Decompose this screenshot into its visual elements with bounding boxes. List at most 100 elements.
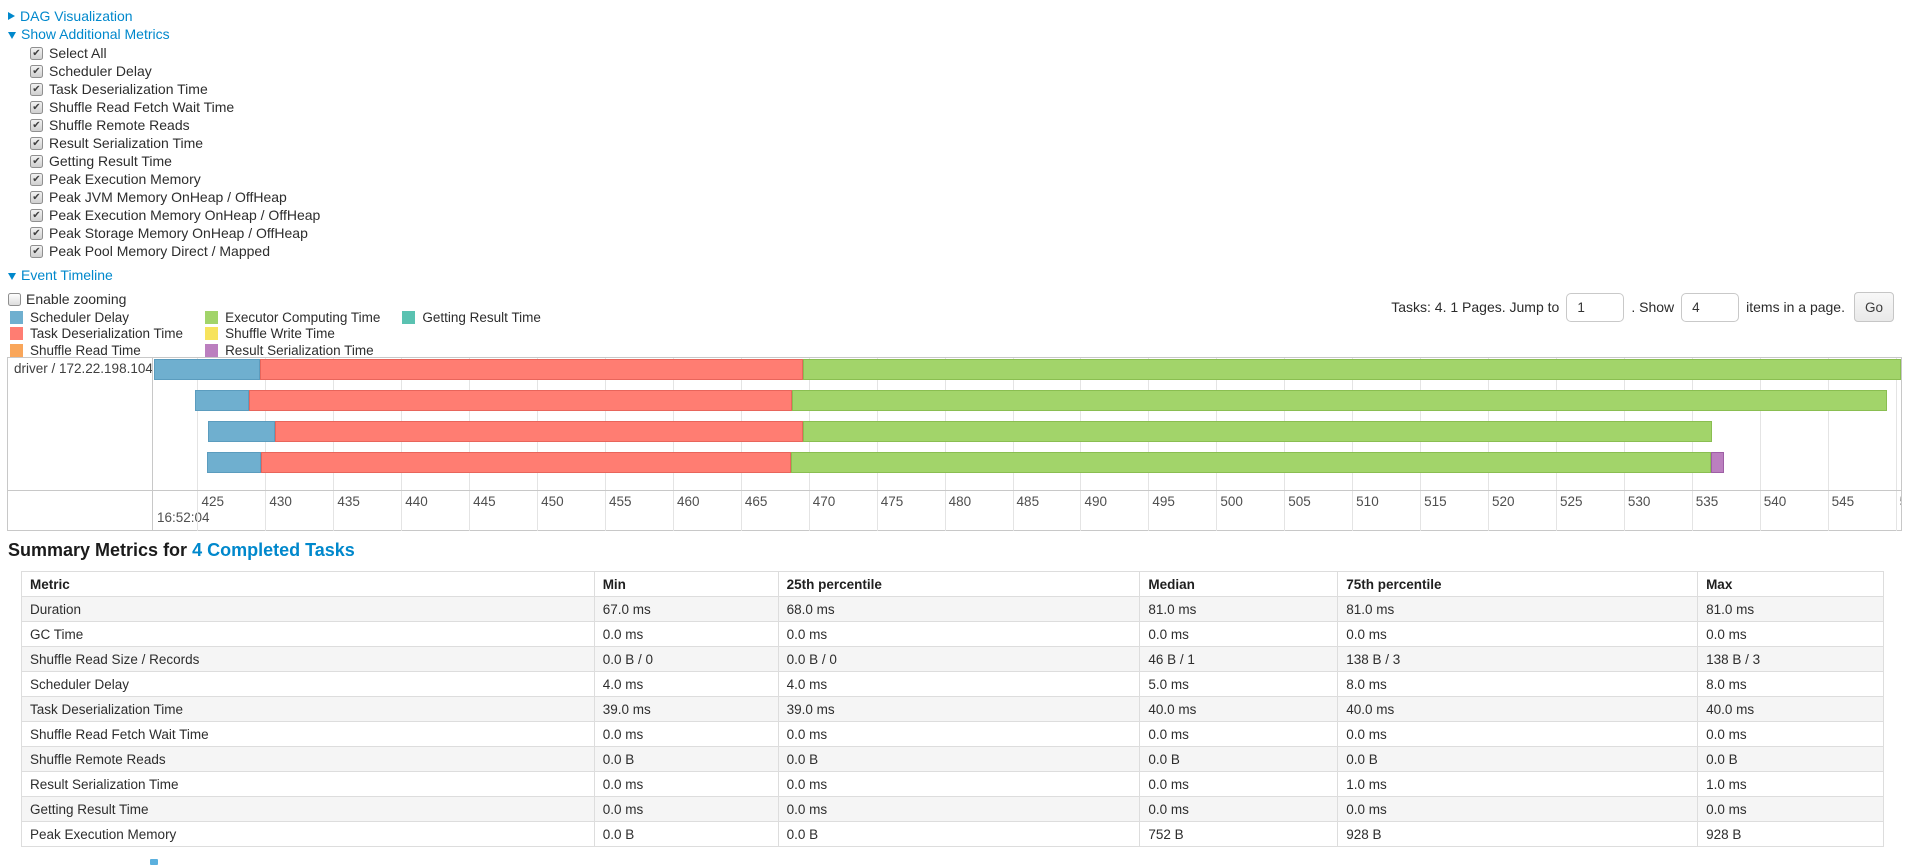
enable-zooming-checkbox[interactable] xyxy=(8,292,21,306)
shuffle-read-swatch-icon xyxy=(10,343,23,357)
metric-checkbox[interactable]: ✔ xyxy=(30,154,43,168)
timeline-axis-left-cell xyxy=(8,491,153,531)
task-bar-task-deserialization-segment[interactable] xyxy=(249,390,793,411)
show-additional-metrics-toggle[interactable]: Show Additional Metrics xyxy=(8,25,320,43)
task-bar-executor-computing-segment[interactable] xyxy=(803,359,1901,380)
table-cell: 0.0 ms xyxy=(1337,621,1699,647)
task-bar-scheduler-delay-segment[interactable] xyxy=(154,359,260,380)
table-cell: 0.0 B xyxy=(777,821,1141,847)
summary-heading-prefix: Summary Metrics for xyxy=(8,540,193,560)
timeline-legend: Scheduler Delay Task Deserialization Time… xyxy=(10,309,541,359)
axis-tick-label: 525 xyxy=(1559,494,1583,509)
axis-tick-label: 440 xyxy=(405,494,428,509)
table-row: Scheduler Delay 4.0 ms 4.0 ms 5.0 ms 8.0 ms 8… xyxy=(21,671,1884,697)
metric-checkbox-row[interactable]: ✔ Result Serialization Time xyxy=(30,134,320,152)
metric-checkbox[interactable]: ✔ xyxy=(30,190,43,204)
summary-metrics-table: Metric Min 25th percentile Median 75th perce… xyxy=(21,571,1884,847)
table-cell: GC Time xyxy=(21,621,595,647)
task-bar-executor-computing-segment[interactable] xyxy=(791,452,1711,473)
legend-item: Task Deserialization Time xyxy=(10,326,183,343)
legend-item: Shuffle Write Time xyxy=(205,326,380,343)
dag-visualization-toggle[interactable]: DAG Visualization xyxy=(8,7,320,25)
scheduler-delay-swatch-icon xyxy=(10,310,23,324)
table-cell: 0.0 B xyxy=(1139,746,1339,772)
task-bar-result-serialization-segment[interactable] xyxy=(1710,452,1725,473)
task-deserialization-swatch-icon xyxy=(10,327,23,341)
table-cell: 0.0 B / 0 xyxy=(777,646,1141,672)
dag-visualization-link[interactable]: DAG Visualization xyxy=(20,8,133,24)
gridline xyxy=(740,491,742,531)
metric-checkbox[interactable]: ✔ xyxy=(30,64,43,78)
metric-checkbox-row[interactable]: ✔ Peak Execution Memory xyxy=(30,170,320,188)
task-bar-scheduler-delay-segment[interactable] xyxy=(194,390,250,411)
axis-tick-label: 510 xyxy=(1356,494,1379,509)
task-bar-scheduler-delay-segment[interactable] xyxy=(208,421,275,442)
metric-checkbox-row[interactable]: ✔ Peak Storage Memory OnHeap / OffHeap xyxy=(30,224,320,242)
pagination-show-text: . Show xyxy=(1631,299,1675,315)
metric-checkbox-row[interactable]: ✔ Task Deserialization Time xyxy=(30,80,320,98)
metric-checkbox[interactable]: ✔ xyxy=(30,244,43,258)
table-cell: 928 B xyxy=(1697,821,1884,847)
legend-item: Scheduler Delay xyxy=(10,309,183,326)
metric-checkbox-row[interactable]: ✔ Scheduler Delay xyxy=(30,62,320,80)
metric-checkbox[interactable]: ✔ xyxy=(30,226,43,240)
gridline xyxy=(1827,491,1829,531)
table-cell: 0.0 ms xyxy=(1697,721,1884,747)
table-header-cell: 25th percentile xyxy=(777,571,1141,597)
event-timeline-toggle[interactable]: Event Timeline xyxy=(8,266,320,284)
task-bar-task-deserialization-segment[interactable] xyxy=(274,421,804,442)
table-cell: Result Serialization Time xyxy=(21,771,595,797)
table-cell: 0.0 ms xyxy=(593,796,779,822)
table-row: Task Deserialization Time 39.0 ms 39.0 ms 4… xyxy=(21,696,1884,722)
task-bar-executor-computing-segment[interactable] xyxy=(792,390,1888,411)
gridline xyxy=(1691,491,1693,531)
show-additional-metrics-link[interactable]: Show Additional Metrics xyxy=(21,26,170,42)
task-bar-task-deserialization-segment[interactable] xyxy=(261,452,792,473)
metric-checkbox[interactable]: ✔ xyxy=(30,208,43,222)
table-row: Duration 67.0 ms 68.0 ms 81.0 ms 81.0 ms 81.0… xyxy=(21,596,1884,622)
table-cell: 81.0 ms xyxy=(1139,596,1339,622)
table-cell: 0.0 ms xyxy=(777,796,1141,822)
legend-label: Shuffle Read Time xyxy=(30,342,141,358)
metric-checkbox-row[interactable]: ✔ Peak Execution Memory OnHeap / OffHeap xyxy=(30,206,320,224)
table-cell: 1.0 ms xyxy=(1697,771,1884,797)
go-button[interactable]: Go xyxy=(1853,292,1894,322)
metric-checkbox-row[interactable]: ✔ Shuffle Remote Reads xyxy=(30,116,320,134)
gridline xyxy=(401,491,403,531)
enable-zooming-label: Enable zooming xyxy=(26,291,127,307)
task-bar-task-deserialization-segment[interactable] xyxy=(259,359,804,380)
metric-checkbox-row[interactable]: ✔ Select All xyxy=(30,44,320,62)
metric-checkbox[interactable]: ✔ xyxy=(30,172,43,186)
event-timeline-link[interactable]: Event Timeline xyxy=(21,267,113,283)
table-cell: 0.0 ms xyxy=(1697,621,1884,647)
metric-checkbox[interactable]: ✔ xyxy=(30,100,43,114)
table-cell: 46 B / 1 xyxy=(1139,646,1339,672)
table-cell: Shuffle Read Size / Records xyxy=(21,646,595,672)
metric-checkbox-row[interactable]: ✔ Getting Result Time xyxy=(30,152,320,170)
jump-to-page-input[interactable] xyxy=(1566,292,1625,322)
table-cell: 81.0 ms xyxy=(1697,596,1884,622)
completed-tasks-link[interactable]: 4 Completed Tasks xyxy=(192,540,355,560)
items-per-page-input[interactable] xyxy=(1681,292,1740,322)
table-row: Shuffle Remote Reads 0.0 B 0.0 B 0.0 B 0.0 B… xyxy=(21,746,1884,772)
metric-checkbox[interactable]: ✔ xyxy=(30,82,43,96)
legend-label: Scheduler Delay xyxy=(30,309,130,325)
table-cell: 8.0 ms xyxy=(1337,671,1699,697)
metric-checkbox-row[interactable]: ✔ Shuffle Read Fetch Wait Time xyxy=(30,98,320,116)
metric-checkbox-row[interactable]: ✔ Peak JVM Memory OnHeap / OffHeap xyxy=(30,188,320,206)
metric-checkbox-row[interactable]: ✔ Peak Pool Memory Direct / Mapped xyxy=(30,242,320,260)
table-row: Shuffle Read Fetch Wait Time 0.0 ms 0.0 ms… xyxy=(21,721,1884,747)
cut-off-next-section-toggle xyxy=(150,859,158,865)
task-bar-executor-computing-segment[interactable] xyxy=(803,421,1713,442)
task-bar-scheduler-delay-segment[interactable] xyxy=(206,452,262,473)
table-row: Shuffle Read Size / Records 0.0 B / 0 0.0 … xyxy=(21,646,1884,672)
metric-checkbox[interactable]: ✔ xyxy=(30,118,43,132)
table-cell: 0.0 ms xyxy=(1139,721,1339,747)
metric-checkbox[interactable]: ✔ xyxy=(30,46,43,60)
metric-checkbox[interactable]: ✔ xyxy=(30,136,43,150)
table-cell: 0.0 ms xyxy=(1139,796,1339,822)
enable-zooming-row[interactable]: Enable zooming xyxy=(8,290,320,308)
legend-label: Result Serialization Time xyxy=(225,342,374,358)
table-cell: 8.0 ms xyxy=(1697,671,1884,697)
axis-tick-label: 540 xyxy=(1763,494,1787,509)
